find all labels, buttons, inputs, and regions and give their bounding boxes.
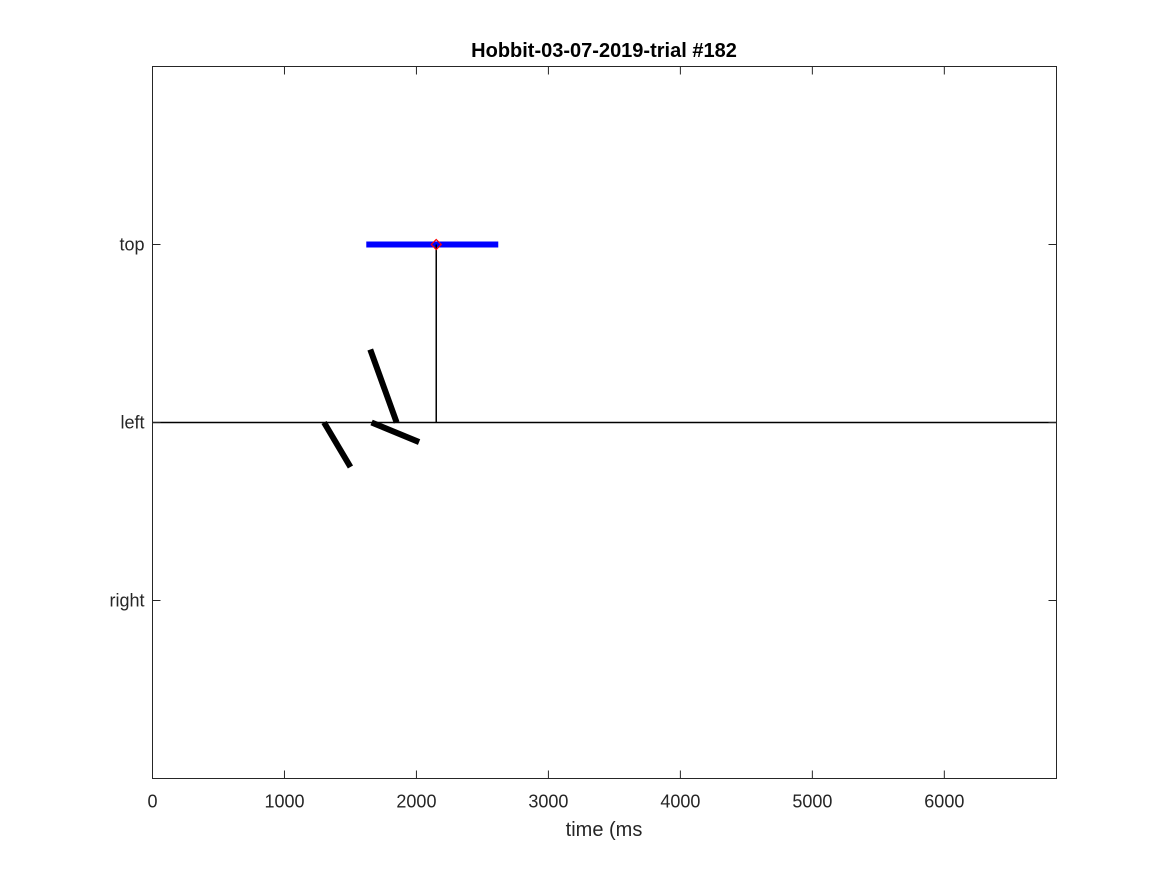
x-tick-label: 3000 <box>528 792 568 812</box>
data-segment <box>321 420 354 469</box>
diamond-marker <box>430 238 443 251</box>
x-axis: 0 1000 2000 3000 4000 5000 6000 <box>147 66 964 812</box>
y-axis: top left right <box>109 235 1057 611</box>
x-tick-label: 1000 <box>264 792 304 812</box>
x-tick-label: 6000 <box>924 792 964 812</box>
x-axis-label: time (ms <box>566 819 643 841</box>
y-tick-label: top <box>119 235 144 255</box>
data-segment <box>367 348 400 424</box>
data-segment <box>370 419 421 445</box>
plot-area <box>152 238 1057 469</box>
axes-box <box>152 66 1057 779</box>
chart-title: Hobbit-03-07-2019-trial #182 <box>471 40 737 62</box>
y-tick-label: right <box>109 591 144 611</box>
x-tick-label: 4000 <box>660 792 700 812</box>
x-tick-label: 0 <box>147 792 157 812</box>
x-tick-label: 2000 <box>396 792 436 812</box>
x-tick-label: 5000 <box>792 792 832 812</box>
y-tick-label: left <box>120 413 144 433</box>
